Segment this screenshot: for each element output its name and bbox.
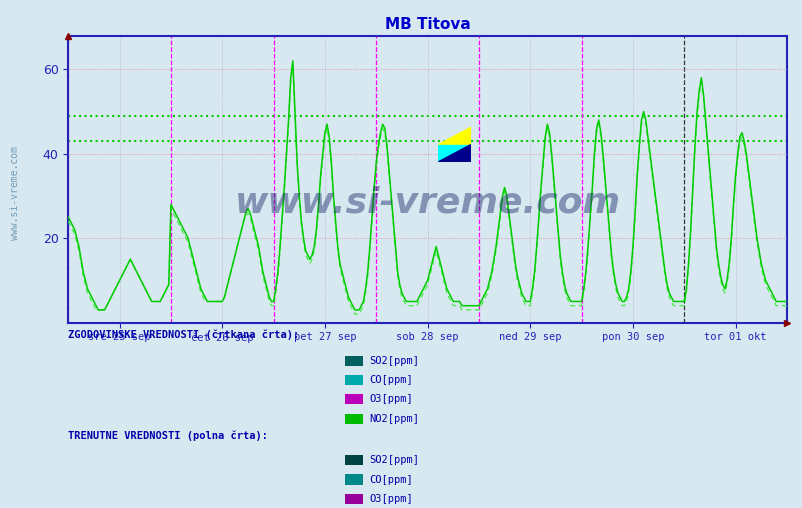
- Text: SO2[ppm]: SO2[ppm]: [369, 356, 419, 366]
- Text: O3[ppm]: O3[ppm]: [369, 494, 412, 504]
- Text: NO2[ppm]: NO2[ppm]: [369, 414, 419, 424]
- Text: CO[ppm]: CO[ppm]: [369, 375, 412, 385]
- Title: MB Titova: MB Titova: [384, 17, 470, 31]
- Text: O3[ppm]: O3[ppm]: [369, 394, 412, 404]
- Text: www.si-vreme.com: www.si-vreme.com: [10, 146, 19, 240]
- Text: CO[ppm]: CO[ppm]: [369, 474, 412, 485]
- Text: SO2[ppm]: SO2[ppm]: [369, 455, 419, 465]
- Text: www.si-vreme.com: www.si-vreme.com: [234, 185, 620, 219]
- Polygon shape: [438, 128, 470, 145]
- Text: TRENUTNE VREDNOSTI (polna črta):: TRENUTNE VREDNOSTI (polna črta):: [68, 431, 268, 441]
- Text: ZGODOVINSKE VREDNOSTI (črtkana črta):: ZGODOVINSKE VREDNOSTI (črtkana črta):: [68, 329, 299, 340]
- Polygon shape: [438, 145, 470, 162]
- Polygon shape: [438, 145, 470, 162]
